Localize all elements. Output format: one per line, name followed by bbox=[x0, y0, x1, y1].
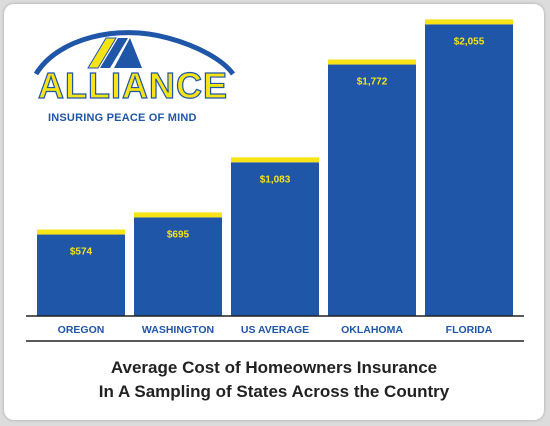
bar-2 bbox=[231, 162, 319, 316]
chart-card: ALLIANCE INSURING PEACE OF MIND $574 OREG… bbox=[4, 4, 544, 420]
category-label-2: US AVERAGE bbox=[241, 324, 309, 336]
bar-cap-3 bbox=[328, 59, 416, 65]
value-label-4: $2,055 bbox=[454, 36, 485, 47]
logo-wordmark: ALLIANCE bbox=[37, 65, 228, 106]
bar-chart: $574 OREGON $695 WASHINGTON $1,083 US AVERAGE… bbox=[26, 19, 524, 342]
bar-0 bbox=[37, 234, 125, 316]
value-label-1: $695 bbox=[167, 229, 190, 240]
value-label-3: $1,772 bbox=[357, 77, 388, 88]
alliance-logo: ALLIANCE INSURING PEACE OF MIND bbox=[18, 16, 248, 126]
bar-1 bbox=[134, 217, 222, 316]
chart-title: Average Cost of Homeowners Insurance bbox=[110, 358, 438, 377]
chart-subtitle: In A Sampling of States Across the Count… bbox=[98, 382, 450, 401]
bar-cap-4 bbox=[425, 19, 513, 25]
value-label-0: $574 bbox=[70, 247, 93, 258]
bar-cap-1 bbox=[134, 212, 222, 218]
bar-cap-2 bbox=[231, 157, 319, 163]
bar-3 bbox=[328, 64, 416, 316]
car-roof-icon bbox=[33, 30, 236, 76]
category-label-1: WASHINGTON bbox=[142, 324, 214, 336]
category-label-0: OREGON bbox=[58, 324, 105, 336]
logo-tagline: INSURING PEACE OF MIND bbox=[48, 112, 197, 124]
category-label-4: FLORIDA bbox=[446, 324, 493, 336]
category-label-3: OKLAHOMA bbox=[341, 324, 403, 336]
bar-4 bbox=[425, 24, 513, 317]
bar-cap-0 bbox=[37, 229, 125, 235]
value-label-2: $1,083 bbox=[260, 174, 291, 185]
